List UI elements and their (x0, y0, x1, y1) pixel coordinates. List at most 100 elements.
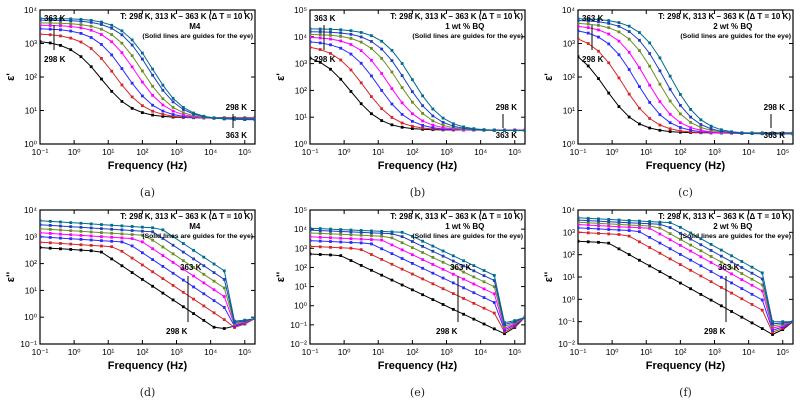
data-point (689, 128, 693, 132)
data-point (658, 222, 662, 226)
data-point (380, 89, 384, 92)
data-point (233, 117, 236, 121)
data-point (69, 229, 73, 233)
data-point (59, 18, 62, 22)
data-point (668, 275, 672, 279)
data-point (648, 126, 652, 130)
data-point (441, 276, 445, 280)
data-point (421, 112, 425, 115)
data-point (359, 264, 363, 267)
data-point (441, 126, 445, 129)
data-point (100, 250, 103, 254)
data-point (689, 130, 693, 134)
x-tick-label: 10⁰ (606, 147, 619, 157)
data-point (171, 260, 175, 264)
data-point (192, 285, 195, 289)
data-point (359, 237, 363, 241)
data-point (140, 233, 144, 237)
temp-label-298k-high-f: 298 K (496, 103, 518, 112)
data-point (329, 67, 332, 71)
data-point (359, 241, 363, 245)
data-point (492, 292, 496, 296)
data-point (678, 129, 682, 133)
data-point (472, 264, 476, 268)
data-point (390, 123, 394, 127)
series-line-298k (578, 56, 793, 134)
data-point (100, 235, 103, 239)
y-tick-label: 10¹ (563, 272, 575, 282)
data-point (578, 17, 580, 21)
data-point (658, 69, 662, 73)
data-point (212, 288, 216, 292)
data-point (730, 260, 733, 264)
series-line-333k (40, 232, 255, 326)
data-point (89, 230, 93, 234)
data-point (771, 320, 774, 324)
series-line-313k (310, 245, 525, 333)
data-point (171, 113, 175, 116)
x-tick-label: 10⁰ (68, 347, 81, 357)
panel-title: T: 298 K, 313 K – 363 K (Δ T = 10 K) (390, 12, 523, 21)
data-point (462, 312, 465, 316)
data-point (472, 282, 476, 286)
panel-caption: (f) (679, 386, 692, 399)
data-point (359, 230, 363, 234)
data-point (110, 257, 114, 261)
data-point (586, 216, 590, 220)
data-point (482, 296, 486, 299)
data-point (79, 229, 83, 233)
data-point (380, 234, 384, 238)
data-point (370, 253, 373, 256)
data-point (40, 223, 42, 227)
data-point (607, 91, 611, 95)
data-point (181, 108, 185, 111)
data-point (339, 28, 343, 32)
data-point (451, 307, 455, 311)
data-point (400, 121, 404, 125)
data-point (151, 238, 155, 242)
x-axis-label: Frequency (Hz) (108, 360, 188, 372)
data-point (310, 231, 312, 235)
temp-label-363k-high-f: 363 K (226, 131, 248, 140)
data-point (441, 120, 445, 124)
data-point (318, 235, 322, 239)
panel-caption: (b) (410, 186, 426, 199)
data-point (638, 224, 641, 227)
data-point (339, 58, 343, 62)
data-point (730, 291, 733, 295)
x-tick-label: 10⁻¹ (32, 347, 49, 357)
x-tick-label: 10⁵ (776, 147, 789, 157)
data-point (318, 232, 322, 235)
data-point (668, 112, 672, 116)
data-point (161, 291, 165, 295)
data-point (462, 270, 465, 274)
data-point (161, 83, 165, 87)
data-point (597, 227, 600, 231)
data-point (750, 131, 754, 135)
data-point (359, 61, 363, 65)
data-point (431, 298, 435, 301)
data-point (243, 118, 247, 122)
data-point (668, 232, 672, 236)
data-point (79, 221, 83, 225)
data-point (451, 272, 455, 276)
series-line-323k (40, 236, 255, 327)
data-point (719, 266, 723, 270)
data-point (638, 38, 641, 42)
data-point (658, 226, 662, 230)
data-point (59, 220, 62, 224)
data-point (410, 272, 414, 276)
x-tick-label: 10³ (170, 347, 182, 357)
data-point (120, 236, 124, 240)
data-point (421, 293, 425, 297)
data-point (740, 297, 744, 301)
data-point (431, 263, 435, 266)
data-point (750, 292, 754, 296)
data-point (771, 322, 774, 326)
data-point (192, 257, 195, 261)
data-point (349, 90, 353, 93)
data-point (100, 227, 103, 230)
data-point (709, 130, 713, 134)
data-point (110, 239, 114, 243)
data-point (451, 292, 455, 295)
